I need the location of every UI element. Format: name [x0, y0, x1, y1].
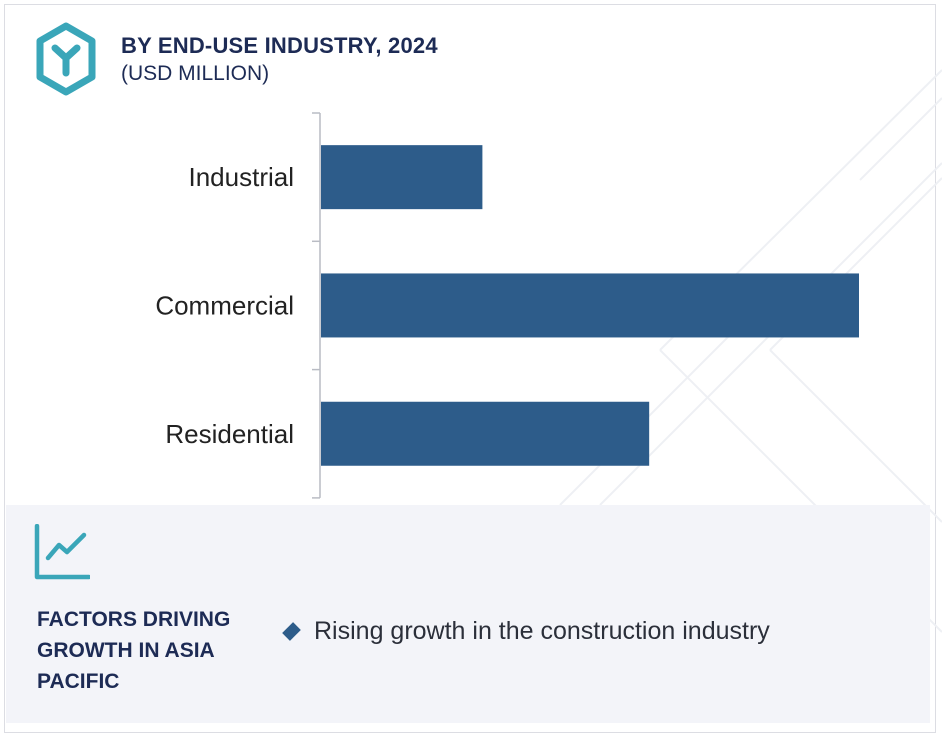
factors-heading: FACTORS DRIVING GROWTH IN ASIA PACIFIC [37, 608, 231, 693]
category-label: Residential [165, 419, 294, 449]
factors-panel [6, 505, 930, 723]
category-label: Commercial [155, 290, 294, 320]
bar-residential [321, 401, 650, 466]
chart-title: BY END-USE INDUSTRY, 2024 [121, 33, 438, 58]
hexagon-y-logo-icon [36, 22, 96, 96]
factor-list-item: Rising growth in the construction indust… [282, 617, 770, 646]
chart-subtitle: (USD MILLION) [121, 62, 270, 85]
line-chart-trend-icon [34, 524, 90, 580]
bar-chart: Industrial Commercial Residential [155, 112, 859, 499]
bar-commercial [321, 273, 859, 338]
factor-text: Rising growth in the construction indust… [314, 617, 770, 645]
diamond-bullet-icon [282, 622, 301, 641]
bar-industrial [321, 145, 483, 210]
category-label: Industrial [189, 162, 295, 192]
